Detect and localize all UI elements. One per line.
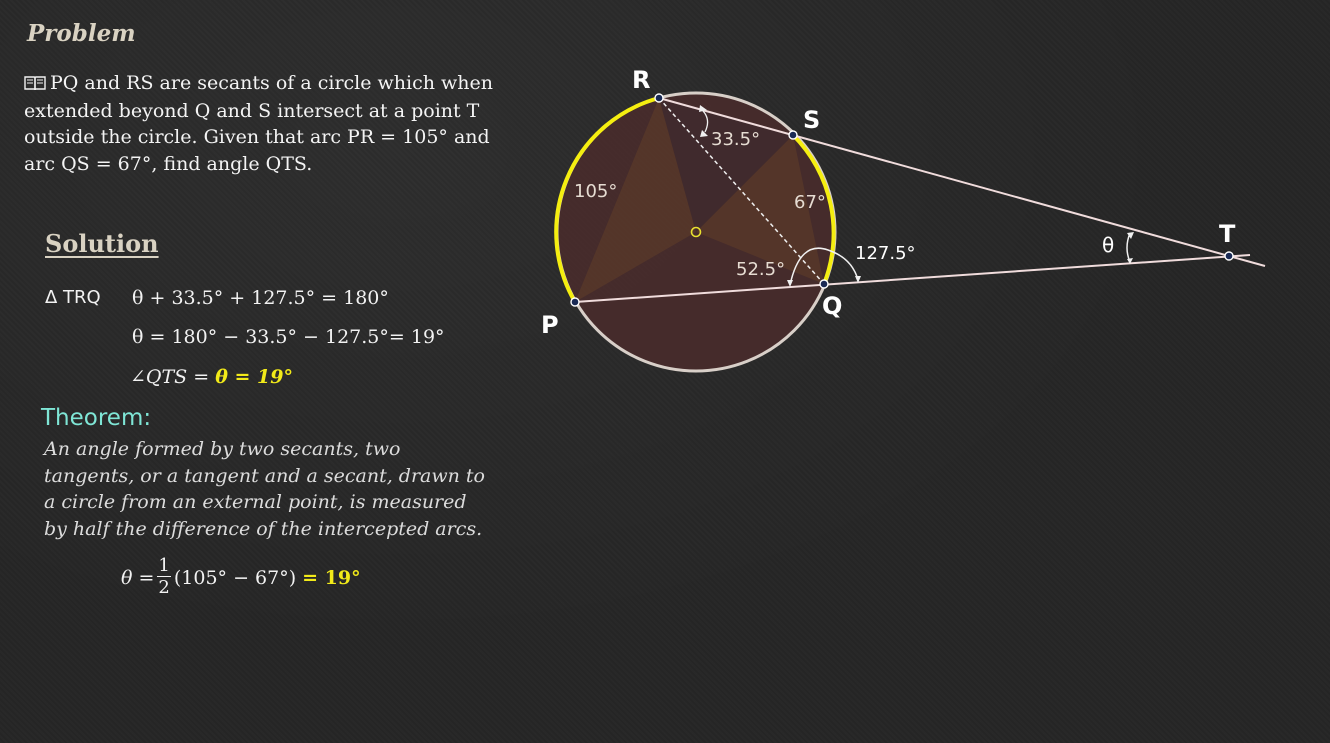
label-q: Q	[822, 292, 842, 320]
point-r	[655, 94, 663, 102]
point-p	[571, 298, 579, 306]
label-s: S	[803, 106, 820, 134]
label-angle-q-exterior: 127.5°	[855, 243, 916, 264]
label-theta: θ	[1102, 233, 1114, 257]
point-s	[789, 131, 797, 139]
label-t: T	[1219, 220, 1236, 248]
label-angle-r: 33.5°	[711, 129, 760, 150]
label-angle-q-inner: 52.5°	[736, 259, 785, 280]
label-p: P	[541, 311, 559, 339]
point-t	[1225, 252, 1233, 260]
point-q	[820, 280, 828, 288]
label-arc-pr: 105°	[574, 181, 617, 202]
label-r: R	[632, 66, 650, 94]
label-arc-qs: 67°	[794, 192, 826, 213]
angle-t-arc	[1127, 233, 1130, 262]
